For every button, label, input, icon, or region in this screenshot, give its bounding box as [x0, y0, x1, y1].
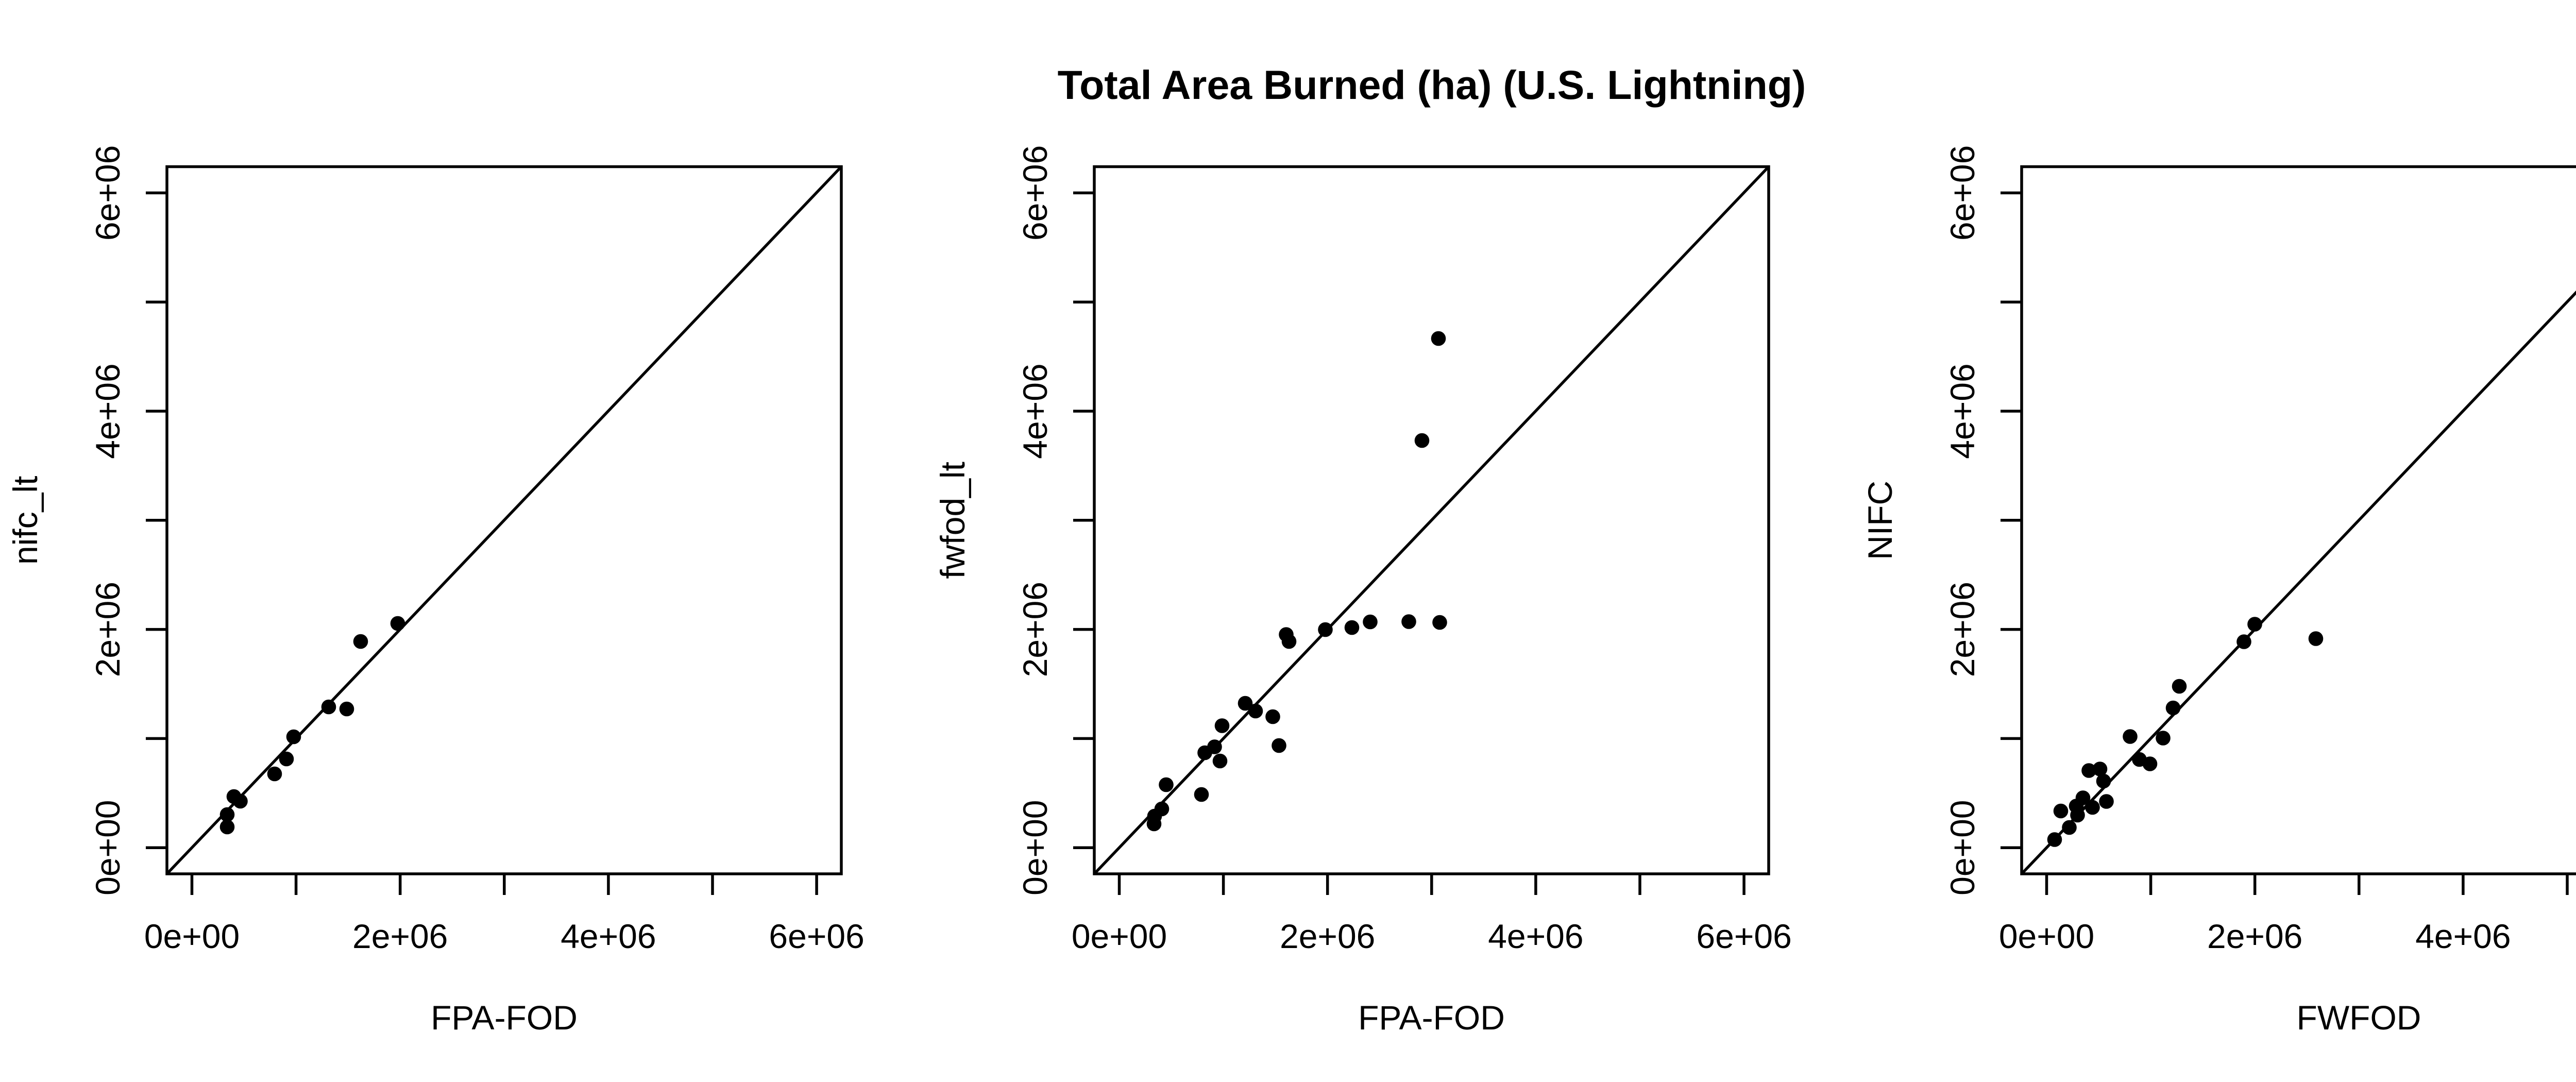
svg-text:4e+06: 4e+06 — [1488, 917, 1583, 955]
svg-text:FPA-FOD: FPA-FOD — [431, 999, 578, 1037]
svg-text:4e+06: 4e+06 — [89, 363, 127, 459]
svg-text:Total Area Burned (ha) (U.S. L: Total Area Burned (ha) (U.S. Lightning) — [1058, 62, 1806, 108]
svg-text:4e+06: 4e+06 — [1943, 363, 1981, 459]
svg-text:2e+06: 2e+06 — [1016, 582, 1054, 677]
svg-text:2e+06: 2e+06 — [2207, 917, 2302, 955]
svg-text:0e+00: 0e+00 — [89, 800, 127, 895]
svg-text:0e+00: 0e+00 — [1943, 800, 1981, 895]
svg-text:6e+06: 6e+06 — [1696, 917, 1791, 955]
svg-text:4e+06: 4e+06 — [1016, 363, 1054, 459]
svg-text:0e+00: 0e+00 — [1072, 917, 1167, 955]
svg-text:FPA-FOD: FPA-FOD — [1358, 999, 1505, 1037]
svg-text:NIFC: NIFC — [1861, 481, 1899, 560]
svg-text:6e+06: 6e+06 — [769, 917, 864, 955]
svg-text:2e+06: 2e+06 — [1280, 917, 1375, 955]
svg-text:4e+06: 4e+06 — [561, 917, 656, 955]
svg-text:fwfod_lt: fwfod_lt — [934, 462, 972, 579]
svg-text:0e+00: 0e+00 — [1999, 917, 2094, 955]
svg-text:0e+00: 0e+00 — [1016, 800, 1054, 895]
svg-text:nifc_lt: nifc_lt — [6, 476, 44, 565]
svg-text:6e+06: 6e+06 — [89, 145, 127, 241]
svg-text:2e+06: 2e+06 — [1943, 582, 1981, 677]
svg-text:0e+00: 0e+00 — [144, 917, 240, 955]
svg-text:6e+06: 6e+06 — [1943, 145, 1981, 241]
svg-text:4e+06: 4e+06 — [2415, 917, 2511, 955]
svg-text:FWFOD: FWFOD — [2297, 999, 2421, 1037]
svg-text:6e+06: 6e+06 — [1016, 145, 1054, 241]
svg-text:2e+06: 2e+06 — [352, 917, 448, 955]
svg-text:2e+06: 2e+06 — [89, 582, 127, 677]
